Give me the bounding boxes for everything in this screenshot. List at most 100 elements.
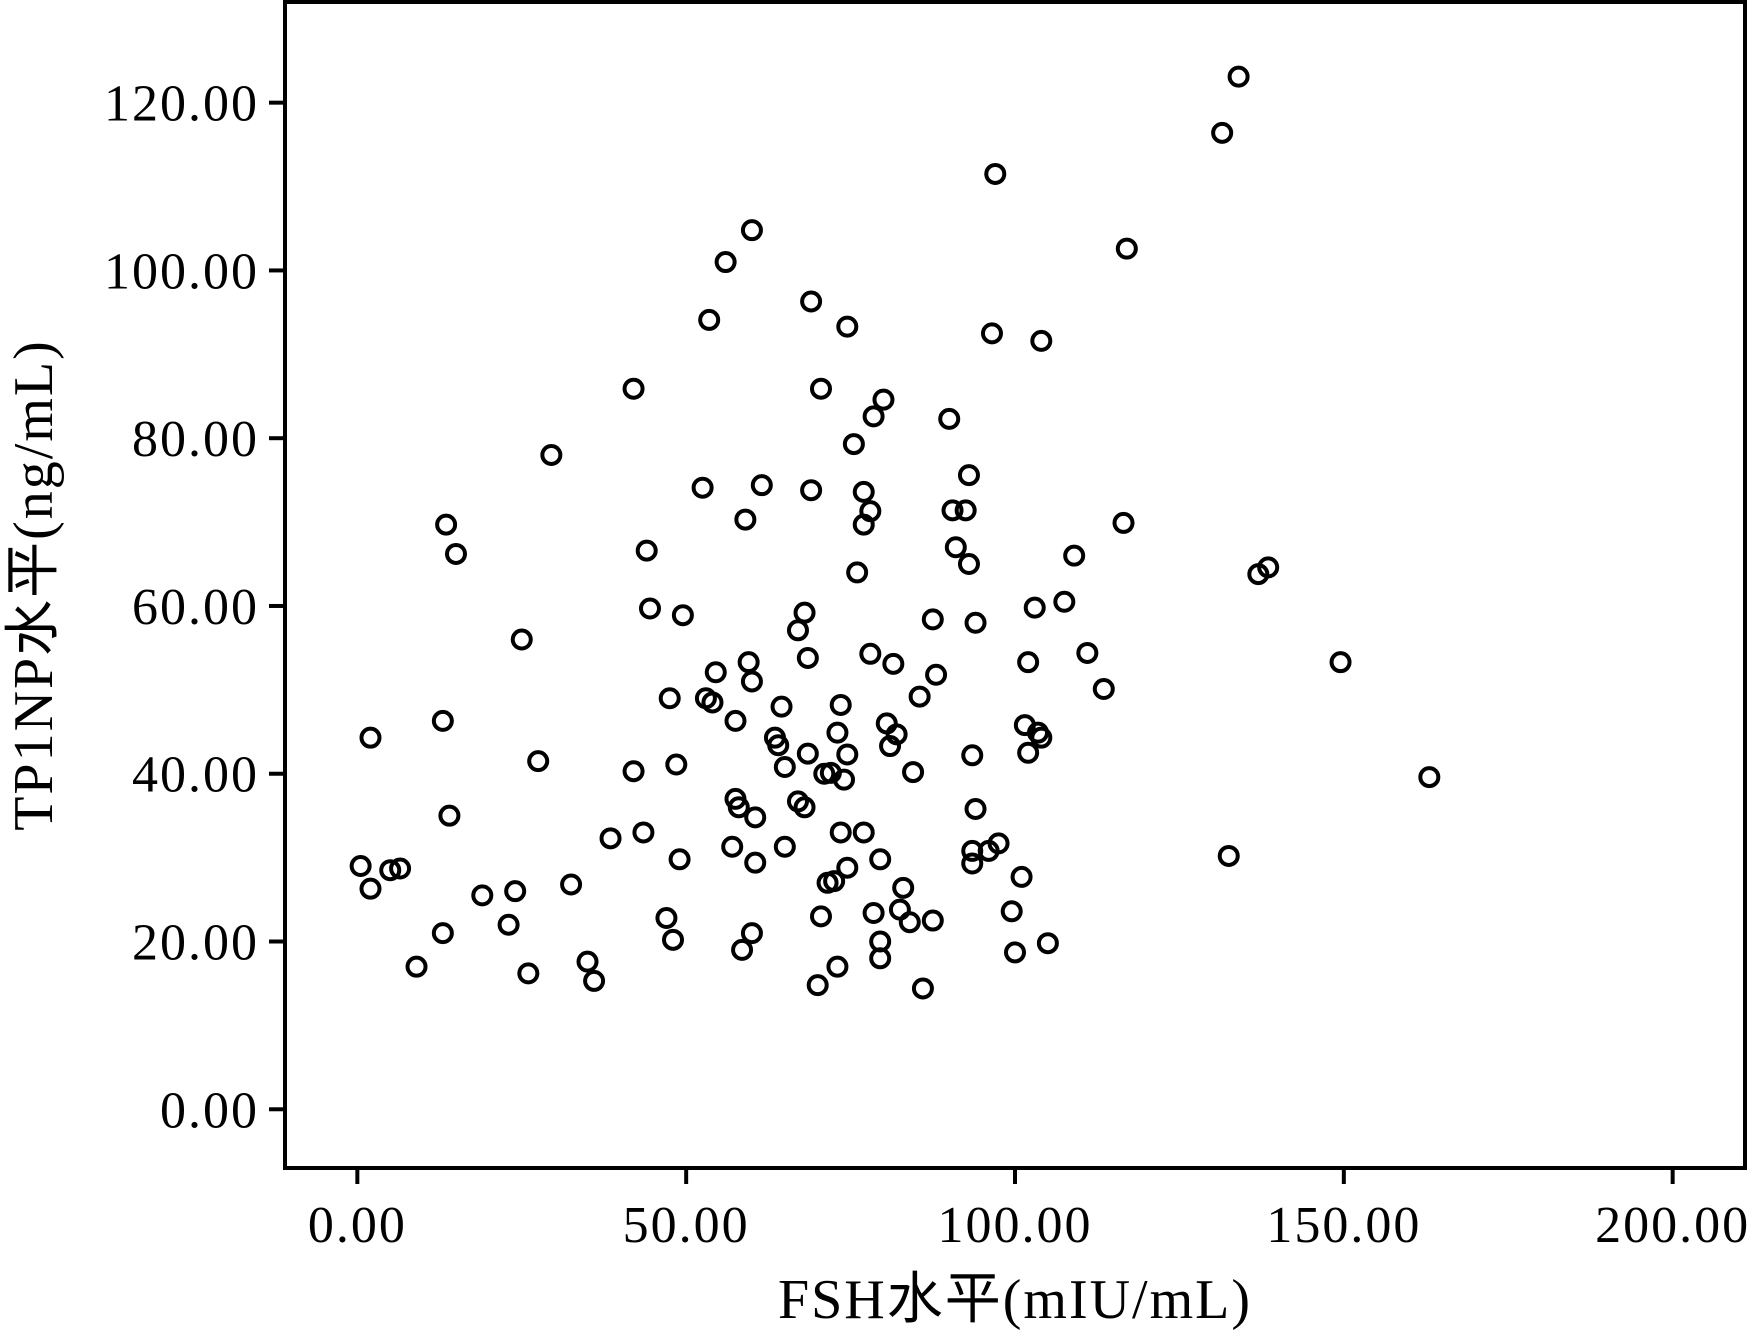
data-point bbox=[750, 474, 773, 497]
data-point bbox=[767, 734, 790, 757]
data-point bbox=[800, 479, 823, 502]
data-point bbox=[504, 880, 527, 903]
data-point bbox=[796, 742, 819, 765]
y-axis: 0.00 20.00 40.00 60.00 80.00 100.00 120.00 bbox=[104, 76, 285, 1139]
data-point bbox=[379, 859, 402, 882]
plot-frame bbox=[283, 0, 1747, 1170]
data-point bbox=[405, 955, 428, 978]
data-point bbox=[770, 695, 793, 718]
data-point bbox=[862, 405, 885, 428]
data-point bbox=[662, 928, 685, 951]
data-point bbox=[961, 852, 984, 875]
data-point bbox=[540, 443, 563, 466]
data-point bbox=[389, 857, 412, 880]
data-point bbox=[1030, 329, 1053, 352]
y-tick-label: 60.00 bbox=[132, 579, 259, 636]
data-point bbox=[921, 909, 944, 932]
y-tick-label: 20.00 bbox=[132, 915, 259, 972]
data-point bbox=[786, 619, 809, 642]
data-point bbox=[622, 760, 645, 783]
data-point bbox=[793, 601, 816, 624]
data-point bbox=[622, 377, 645, 400]
data-point bbox=[1227, 65, 1250, 88]
data-point bbox=[836, 315, 859, 338]
data-point bbox=[796, 646, 819, 669]
data-point bbox=[727, 796, 750, 819]
x-tick-label: 200.00 bbox=[1595, 1197, 1749, 1254]
data-point bbox=[691, 476, 714, 499]
data-point bbox=[1329, 651, 1352, 674]
data-point bbox=[665, 753, 688, 776]
data-point bbox=[721, 835, 744, 858]
data-point bbox=[806, 974, 829, 997]
data-point bbox=[740, 670, 763, 693]
data-point bbox=[734, 508, 757, 531]
data-point bbox=[908, 685, 931, 708]
data-point bbox=[1000, 900, 1023, 923]
data-point bbox=[1112, 511, 1135, 534]
data-point bbox=[671, 604, 694, 627]
data-point bbox=[517, 962, 540, 985]
data-point bbox=[510, 628, 533, 651]
data-point bbox=[892, 876, 915, 899]
data-point bbox=[987, 832, 1010, 855]
data-point bbox=[852, 480, 875, 503]
data-point bbox=[737, 651, 760, 674]
data-point bbox=[898, 911, 921, 934]
data-point bbox=[984, 162, 1007, 185]
y-tick-label: 80.00 bbox=[132, 411, 259, 468]
data-point bbox=[941, 499, 964, 522]
data-point bbox=[1004, 941, 1026, 964]
x-tick-label: 0.00 bbox=[308, 1197, 407, 1254]
data-point bbox=[438, 804, 461, 827]
data-point bbox=[1036, 932, 1059, 955]
data-point bbox=[560, 873, 583, 896]
data-point bbox=[1092, 678, 1115, 701]
y-tick-label: 120.00 bbox=[104, 76, 259, 133]
data-point bbox=[882, 652, 905, 675]
data-point bbox=[957, 553, 980, 576]
data-point bbox=[829, 693, 852, 716]
data-point bbox=[859, 642, 882, 665]
data-point bbox=[744, 851, 767, 874]
data-point bbox=[961, 744, 984, 767]
data-point bbox=[704, 661, 727, 684]
y-tick-label: 40.00 bbox=[132, 747, 259, 804]
data-point bbox=[724, 709, 747, 732]
y-axis-title: TP1NP水平(ng/mL) bbox=[3, 339, 65, 831]
data-point bbox=[869, 947, 892, 970]
data-point bbox=[655, 907, 678, 930]
data-point bbox=[740, 219, 763, 242]
data-point bbox=[444, 542, 467, 565]
data-point bbox=[836, 743, 859, 766]
data-point bbox=[829, 821, 852, 844]
data-point bbox=[823, 870, 846, 893]
data-point bbox=[435, 513, 458, 536]
data-point bbox=[1017, 741, 1040, 764]
data-point bbox=[964, 797, 987, 820]
data-point bbox=[639, 597, 661, 620]
data-point bbox=[583, 969, 606, 992]
data-point bbox=[862, 901, 885, 924]
data-point bbox=[957, 464, 980, 487]
data-point bbox=[773, 835, 796, 858]
x-tick-label: 150.00 bbox=[1266, 1197, 1421, 1254]
data-point bbox=[885, 723, 908, 746]
data-point bbox=[714, 251, 737, 274]
data-point bbox=[1010, 865, 1033, 888]
data-point bbox=[938, 407, 961, 430]
data-point bbox=[658, 687, 681, 710]
data-point bbox=[599, 827, 622, 850]
data-point bbox=[1217, 844, 1240, 867]
data-point bbox=[359, 877, 382, 900]
data-point bbox=[1257, 556, 1280, 579]
data-point bbox=[740, 922, 763, 945]
data-point bbox=[809, 905, 832, 928]
data-point bbox=[668, 848, 691, 871]
data-point bbox=[826, 955, 849, 978]
data-point bbox=[527, 750, 550, 773]
data-point bbox=[872, 388, 895, 411]
x-axis: 0.00 50.00 100.00 150.00 200.00 bbox=[308, 1168, 1749, 1254]
data-point bbox=[698, 308, 721, 331]
data-point bbox=[869, 848, 892, 871]
